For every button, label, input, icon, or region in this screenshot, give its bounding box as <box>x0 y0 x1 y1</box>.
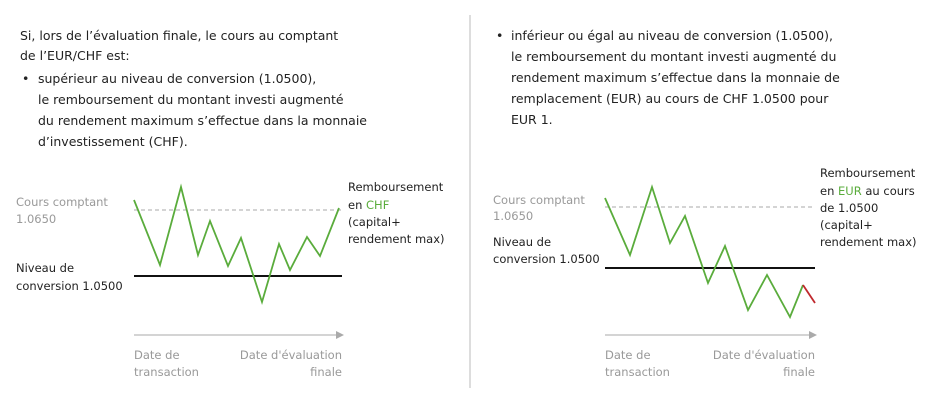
bullet-text: remplacement (EUR) au cours de CHF 1.050… <box>511 91 829 106</box>
repayment-label: en CHF <box>348 198 389 212</box>
spot-label: 1.0650 <box>493 209 533 223</box>
repayment-label: rendement max) <box>348 232 445 246</box>
repayment-label: en <box>820 184 838 198</box>
currency: EUR <box>838 184 862 198</box>
repayment-label: en <box>348 198 366 212</box>
repayment-label: rendement max) <box>820 235 917 249</box>
currency: CHF <box>366 198 389 212</box>
repayment-label: Remboursement <box>820 166 916 180</box>
bullet-text: le remboursement du montant investi augm… <box>511 49 836 64</box>
spot-label: Cours comptant <box>493 193 585 207</box>
repayment-label: au cours <box>862 184 915 198</box>
bullet-text: supérieur au niveau de conversion (1.050… <box>38 71 316 86</box>
start-label: Date de <box>605 348 651 362</box>
end-label: finale <box>783 365 815 379</box>
conversion-label: conversion 1.0500 <box>16 279 123 293</box>
end-label: Date d'évaluation <box>713 348 815 362</box>
repayment-label: Remboursement <box>348 180 444 194</box>
repayment-label: en EUR au cours <box>820 184 915 198</box>
conversion-label: conversion 1.0500 <box>493 252 600 266</box>
start-label: transaction <box>605 365 670 379</box>
bullet-text: inférieur ou égal au niveau de conversio… <box>511 28 833 43</box>
end-label: finale <box>310 365 342 379</box>
intro: de l’EUR/CHF est: <box>20 48 130 63</box>
conversion-label: Niveau de <box>16 261 74 275</box>
spot-label: Cours comptant <box>16 195 108 209</box>
bullet-dot: • <box>496 28 503 43</box>
axis-arrow <box>809 331 817 339</box>
spot-label: 1.0650 <box>16 212 56 226</box>
price-path <box>604 184 804 320</box>
start-label: Date de <box>134 348 180 362</box>
end-label: Date d'évaluation <box>240 348 342 362</box>
bullet-text: d’investissement (CHF). <box>38 134 188 149</box>
repayment-label: (capital+ <box>348 215 401 229</box>
repayment-label: de 1.0500 <box>820 201 878 215</box>
intro: Si, lors de l’évaluation finale, le cour… <box>20 28 338 43</box>
bullet-text: EUR 1. <box>511 112 553 127</box>
price-path-end <box>802 284 816 304</box>
bullet-text: le remboursement du montant investi augm… <box>38 92 344 107</box>
conversion-label: Niveau de <box>493 235 551 249</box>
repayment-label: (capital+ <box>820 218 873 232</box>
price-path <box>133 183 340 306</box>
start-label: transaction <box>134 365 199 379</box>
bullet-text: du rendement maximum s’effectue dans la … <box>38 113 367 128</box>
bullet-dot: • <box>22 71 29 86</box>
bullet-text: rendement maximum s’effectue dans la mon… <box>511 70 840 85</box>
axis-arrow <box>336 331 344 339</box>
